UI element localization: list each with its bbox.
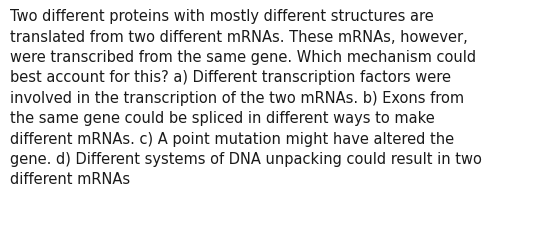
Text: Two different proteins with mostly different structures are
translated from two : Two different proteins with mostly diffe… <box>10 9 482 187</box>
